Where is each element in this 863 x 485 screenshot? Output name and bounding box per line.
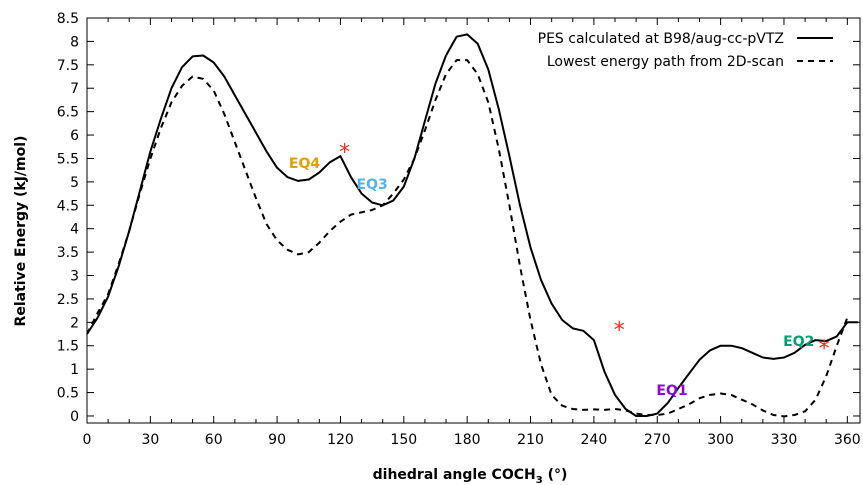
y-tick-label: 2 xyxy=(70,315,79,331)
x-tick-label: 180 xyxy=(454,432,481,448)
x-tick-label: 30 xyxy=(141,432,159,448)
y-tick-label: 7 xyxy=(70,81,79,97)
plot-area: 0 30 60 90 120 150 180 210 240 270 300 330 360 0 0.5 1 1… xyxy=(57,11,861,448)
transition-state-star: * xyxy=(339,140,350,165)
series-lines: PES calculated at B98/aug-cc-pVTZ Lowest … xyxy=(86,33,858,418)
annotations: EQ4 EQ3 EQ1 EQ2 * * * xyxy=(289,140,830,399)
transition-state-star: * xyxy=(819,337,830,362)
x-tick-label: 90 xyxy=(268,432,286,448)
equilibrium-label: EQ1 xyxy=(656,383,687,399)
y-tick-label: 6 xyxy=(70,128,79,144)
y-tick-label: 0 xyxy=(70,409,79,425)
legend-label-1: Lowest energy path from 2D-scan xyxy=(547,54,784,70)
x-tick-label: 150 xyxy=(390,432,417,448)
x-axis-title-main: dihedral angle COCH xyxy=(373,467,536,483)
plot-frame xyxy=(86,17,861,424)
x-tick-label: 60 xyxy=(205,432,223,448)
equilibrium-label: EQ4 xyxy=(289,156,320,172)
x-tick-label: 270 xyxy=(644,432,671,448)
x-axis-title-unit: (°) xyxy=(543,467,568,483)
x-tick-label: 360 xyxy=(834,432,861,448)
y-tick-label: 3.5 xyxy=(57,245,79,261)
y-tick-label: 8 xyxy=(70,34,79,50)
y-tick-label: 5 xyxy=(70,175,79,191)
legend: PES calculated at B98/aug-cc-pVTZ Lowest … xyxy=(538,31,833,70)
series-line-0: PES calculated at B98/aug-cc-pVTZ xyxy=(86,33,858,417)
y-tick-label: 0.5 xyxy=(57,386,79,402)
equilibrium-label: EQ3 xyxy=(357,177,388,193)
y-tick-label: 6.5 xyxy=(57,105,79,121)
y-tick-label: 5.5 xyxy=(57,151,79,167)
x-tick-label: 210 xyxy=(517,432,544,448)
y-axis-title: Relative Energy (kJ/mol) xyxy=(13,136,29,327)
equilibrium-label: EQ2 xyxy=(783,334,814,350)
y-tick-label: 2.5 xyxy=(57,292,79,308)
x-tick-label: 0 xyxy=(83,432,92,448)
y-tick-label: 8.5 xyxy=(57,11,79,27)
x-axis-title-subscript: 3 xyxy=(536,475,543,485)
y-tick-label: 4.5 xyxy=(57,198,79,214)
legend-label-0: PES calculated at B98/aug-cc-pVTZ xyxy=(538,31,784,47)
x-tick-label: 330 xyxy=(771,432,798,448)
x-tick-label: 120 xyxy=(327,432,354,448)
x-tick-label: 240 xyxy=(581,432,608,448)
x-tick-label: 300 xyxy=(707,432,734,448)
y-tick-label: 3 xyxy=(70,269,79,285)
y-tick-label: 4 xyxy=(70,222,79,238)
y-tick-label: 1.5 xyxy=(57,339,79,355)
transition-state-star: * xyxy=(614,318,625,343)
x-axis-title: dihedral angle COCH3 (°) xyxy=(373,467,568,485)
y-tick-label: 7.5 xyxy=(57,58,79,74)
y-tick-label: 1 xyxy=(70,362,79,378)
series-line-1: Lowest energy path from 2D-scan xyxy=(86,59,849,418)
